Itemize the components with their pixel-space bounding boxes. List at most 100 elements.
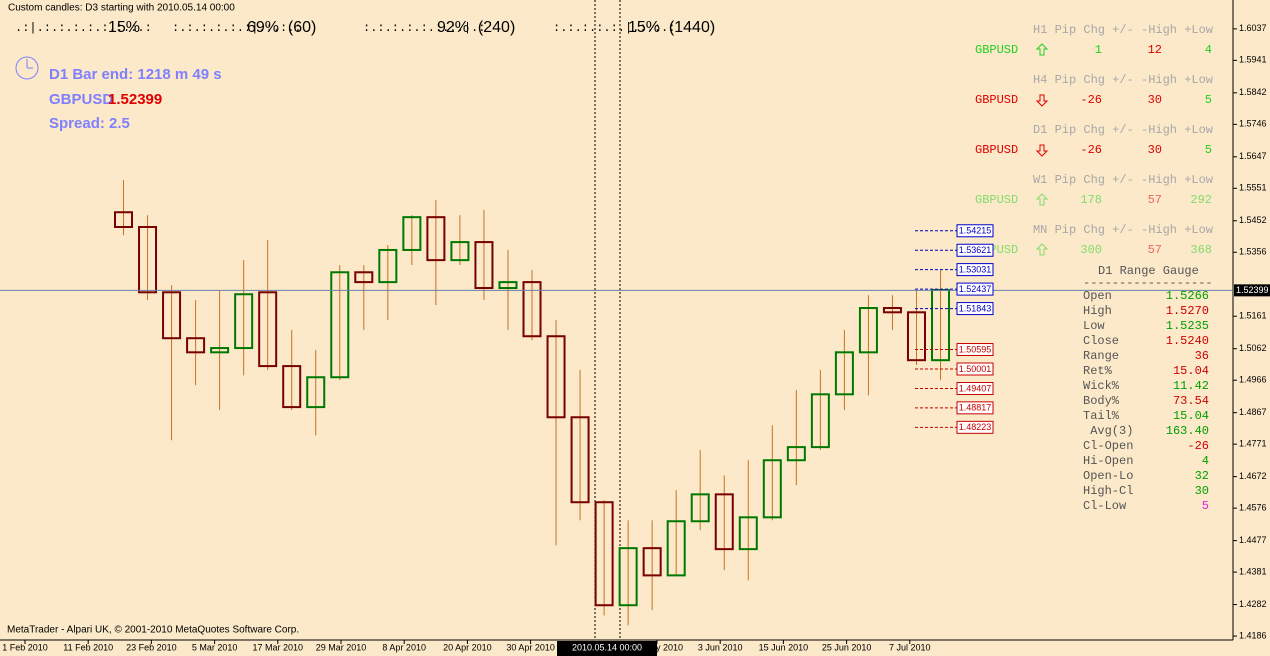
direction-arrow: [1035, 94, 1049, 107]
gauge-value: 4: [1202, 454, 1209, 468]
gauge-value: 15.04: [1173, 364, 1209, 378]
price-label-box: [1234, 284, 1270, 297]
y-tick-label: 1.5062: [1239, 343, 1267, 353]
candle-body: [426, 216, 446, 262]
candle-body: [258, 291, 278, 368]
gauge-label: Low: [1083, 319, 1105, 333]
y-tick-label: 1.4477: [1239, 535, 1267, 545]
y-tick-label: 1.5551: [1239, 183, 1267, 193]
level-label: 1.51843: [959, 303, 992, 313]
clock-icon: [15, 56, 39, 80]
candle-body: [882, 307, 902, 314]
pip-change: 1: [1095, 43, 1102, 57]
y-tick-label: 1.5647: [1239, 151, 1267, 161]
level-label: 1.53621: [959, 245, 992, 255]
price-chart: 1.6037 1.5941 1.5842 1.5746 1.5647 1.5551 1.54…: [0, 23, 1267, 652]
gauge-label: Wick%: [1083, 379, 1120, 393]
y-tick-label: 1.4771: [1239, 439, 1267, 449]
candle-body: [738, 516, 758, 551]
y-tick-label: 1.6037: [1239, 23, 1267, 33]
y-tick-label: 1.4966: [1239, 375, 1267, 385]
gauge-value: 73.54: [1173, 394, 1209, 408]
level-label: 1.48223: [959, 422, 992, 432]
candle-body: [570, 416, 590, 504]
y-tick-label: 1.4576: [1239, 503, 1267, 513]
x-tick-label: 1 Feb 2010: [2, 642, 48, 652]
gauge-text: 69% (60): [247, 19, 316, 36]
gauge-value: 163.40: [1166, 424, 1209, 438]
direction-arrow: [1035, 43, 1049, 56]
candle-body: [714, 493, 734, 551]
gauge-label: Tail%: [1083, 409, 1120, 423]
pip-low: 5: [1205, 93, 1212, 107]
candle-body: [690, 493, 710, 523]
gauge-value: 1.5270: [1166, 304, 1209, 318]
gauge-value: 1.5240: [1166, 334, 1209, 348]
gauge-value: -26: [1187, 439, 1209, 453]
x-tick-label: 29 Mar 2010: [316, 642, 367, 652]
level-box: [956, 263, 994, 277]
pip-high: 30: [1148, 93, 1162, 107]
pip-low: 292: [1190, 193, 1212, 207]
level-box: [956, 224, 994, 238]
y-tick-label: 1.5452: [1239, 215, 1267, 225]
overlay: Custom candles: D3 starting with 2010.05…: [7, 3, 1270, 656]
level-box: [956, 401, 994, 415]
copyright: MetaTrader - Alpari UK, © 2001-2010 Meta…: [7, 625, 299, 636]
level-label: 1.48817: [959, 403, 992, 413]
level-box: [956, 282, 994, 296]
x-tick-label: 20 Apr 2010: [443, 642, 492, 652]
panel-header: H1 Pip Chg +/- -High +Low: [1033, 23, 1214, 37]
gauge-value: 32: [1195, 469, 1209, 483]
y-tick-label: 1.5941: [1239, 55, 1267, 65]
info-panels: H1 Pip Chg +/- -High +Low GBPUSD 1 12 4 H4 Pi…: [975, 23, 1214, 513]
level-box: [956, 420, 994, 434]
x-tick-label: 7 Jul 2010: [889, 642, 931, 652]
pip-change: -26: [1080, 93, 1102, 107]
gauge-label: Ret%: [1083, 364, 1113, 378]
x-tick-label: 30 Apr 2010: [506, 642, 555, 652]
y-tick-label: 1.4867: [1239, 407, 1267, 417]
x-tick-label: 3 Jun 2010: [698, 642, 743, 652]
candle-body: [378, 248, 398, 284]
panel-header: W1 Pip Chg +/- -High +Low: [1033, 173, 1214, 187]
window-title: Custom candles: D3 starting with 2010.05…: [8, 3, 235, 14]
x-tick-label: 17 Mar 2010: [253, 642, 304, 652]
level-box: [956, 302, 994, 316]
panel-header: D1 Pip Chg +/- -High +Low: [1033, 123, 1214, 137]
candle-body: [402, 216, 422, 251]
level-label: 1.49407: [959, 383, 992, 393]
gauge-bar: :.:.:.:.:.:|.:.:.:: [172, 21, 302, 35]
panel-header: H4 Pip Chg +/- -High +Low: [1033, 73, 1214, 87]
gauge-label: Open: [1083, 289, 1112, 303]
gauge-label: Body%: [1083, 394, 1120, 408]
gauge-bar: :.:.:.:.:.:.:.|.:: [363, 21, 485, 35]
direction-arrow: [1035, 243, 1049, 256]
gauge-value: 1.5266: [1166, 289, 1209, 303]
y-tick-label: 1.4282: [1239, 599, 1267, 609]
candle-body: [474, 241, 494, 290]
gauge-value: 1.5235: [1166, 319, 1209, 333]
level-label: 1.50595: [959, 344, 992, 354]
pip-high: 57: [1148, 243, 1162, 257]
gauge-rule: ------------------: [1083, 276, 1213, 290]
candle-body: [642, 547, 662, 577]
candle-body: [618, 547, 638, 607]
x-tick-label: 15 Jun 2010: [759, 642, 809, 652]
pip-change: 300: [1080, 243, 1102, 257]
pip-high: 57: [1148, 193, 1162, 207]
gauge-label: Open-Lo: [1083, 469, 1133, 483]
level-label: 1.50001: [959, 364, 992, 374]
gauge-value: 11.42: [1173, 379, 1209, 393]
level-box: [956, 243, 994, 257]
gauge-value: 5: [1202, 499, 1209, 513]
gauge-label: Close: [1083, 334, 1119, 348]
candle-body: [354, 271, 374, 284]
date-highlight: 2010.05.14 00:00: [572, 642, 642, 652]
candle-body: [306, 376, 326, 409]
candle-body: [810, 393, 830, 449]
candle-body: [330, 271, 350, 379]
y-tick-label: 1.5356: [1239, 247, 1267, 257]
gauge-bar: .:|.:.:.:.:.:.:.:.:: [15, 21, 152, 35]
